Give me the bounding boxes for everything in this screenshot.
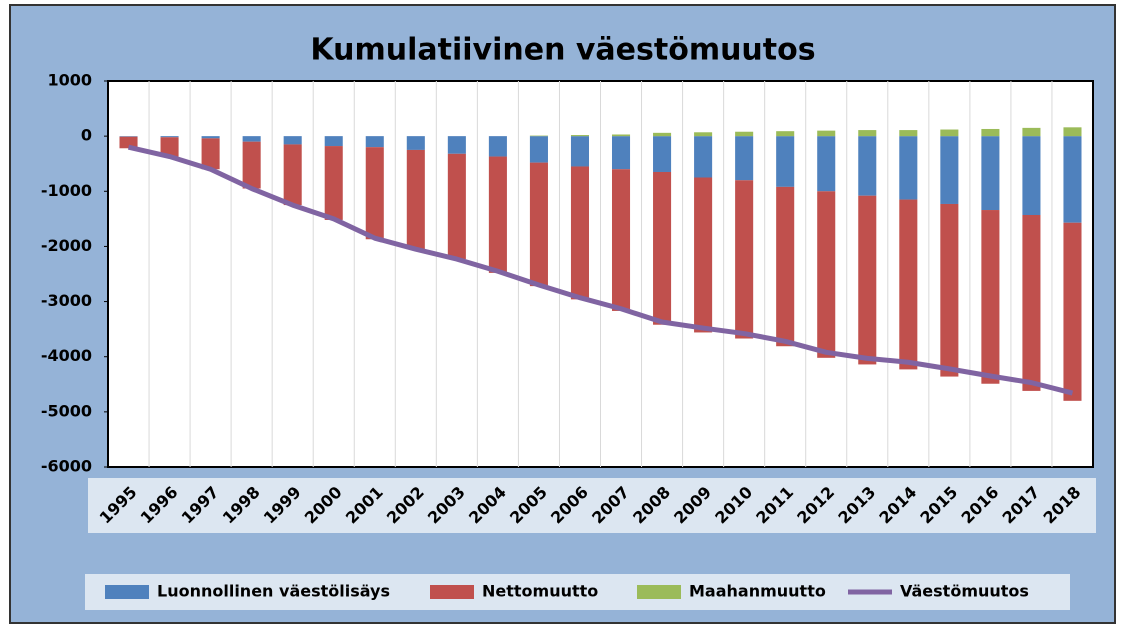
bar: [242, 136, 261, 142]
bar: [160, 137, 179, 157]
bar: [694, 177, 713, 333]
bar: [653, 132, 672, 137]
bar: [570, 135, 590, 137]
bar: [817, 136, 836, 192]
bar: [324, 146, 343, 220]
y-tick-label: -5000: [41, 401, 92, 420]
line: [127, 144, 1074, 396]
bar: [776, 131, 795, 137]
bar: [447, 136, 466, 154]
y-tick-label: -6000: [41, 457, 92, 476]
bar: [735, 180, 754, 339]
bar: [365, 147, 384, 240]
bar: [529, 135, 548, 137]
legend-swatch: [105, 585, 149, 599]
bar: [653, 136, 672, 172]
legend-label: Luonnollinen väestölisäys: [157, 582, 390, 601]
bar: [940, 136, 959, 204]
bar: [694, 132, 713, 137]
bar: [1022, 214, 1041, 391]
bar: [529, 136, 548, 163]
bar: [365, 136, 384, 148]
y-tick-label: 1000: [47, 71, 92, 90]
bar: [858, 136, 877, 196]
legend-panel: [85, 574, 1070, 610]
y-tick-label: 0: [81, 126, 92, 145]
bar: [1022, 136, 1041, 215]
y-tick-label: -1000: [41, 181, 92, 200]
legend-label: Nettomuutto: [482, 582, 598, 601]
bar: [447, 153, 466, 260]
bar: [940, 203, 959, 377]
bar: [611, 169, 631, 311]
bar: [324, 136, 343, 147]
bar: [570, 166, 590, 300]
legend-label: Maahanmuutto: [689, 582, 826, 601]
bar: [735, 136, 754, 181]
y-tick-label: -3000: [41, 291, 92, 310]
bar: [858, 195, 877, 365]
bar: [570, 136, 590, 167]
bar: [242, 141, 261, 189]
bar: [858, 130, 877, 137]
x-axis-panel: [88, 478, 1096, 533]
bar: [611, 134, 631, 137]
bar: [283, 144, 302, 206]
bar: [776, 186, 795, 347]
bar: [1063, 222, 1082, 401]
bar: [981, 128, 1000, 137]
bar: [817, 191, 836, 358]
bar: [1022, 127, 1041, 137]
bar: [1063, 127, 1082, 137]
bar: [899, 130, 918, 137]
bar: [201, 136, 220, 139]
bar: [899, 199, 918, 370]
bar: [1063, 136, 1082, 223]
bar: [283, 136, 302, 145]
bar: [611, 136, 631, 170]
bar: [119, 136, 138, 137]
bar: [694, 136, 713, 178]
legend-swatch: [637, 585, 681, 599]
bar: [119, 136, 138, 149]
chart-title: Kumulatiivinen väestömuutos: [310, 33, 815, 68]
bar: [488, 156, 507, 273]
bar: [817, 130, 836, 137]
bar: [160, 136, 179, 138]
y-tick-label: -2000: [41, 236, 92, 255]
bar: [940, 129, 959, 137]
bar: [899, 136, 918, 200]
bar: [981, 136, 1000, 211]
bar: [406, 149, 425, 250]
y-tick-label: -4000: [41, 346, 92, 365]
bar: [529, 162, 548, 287]
legend-swatch: [430, 585, 474, 599]
bar: [488, 136, 507, 157]
bar: [981, 210, 1000, 384]
grid: [104, 80, 1053, 468]
legend-label: Väestömuutos: [900, 582, 1029, 601]
bar: [653, 171, 672, 325]
marks: [119, 127, 1082, 401]
bar: [776, 136, 795, 187]
bar: [201, 138, 220, 170]
bar: [735, 131, 754, 137]
bar: [406, 136, 425, 150]
